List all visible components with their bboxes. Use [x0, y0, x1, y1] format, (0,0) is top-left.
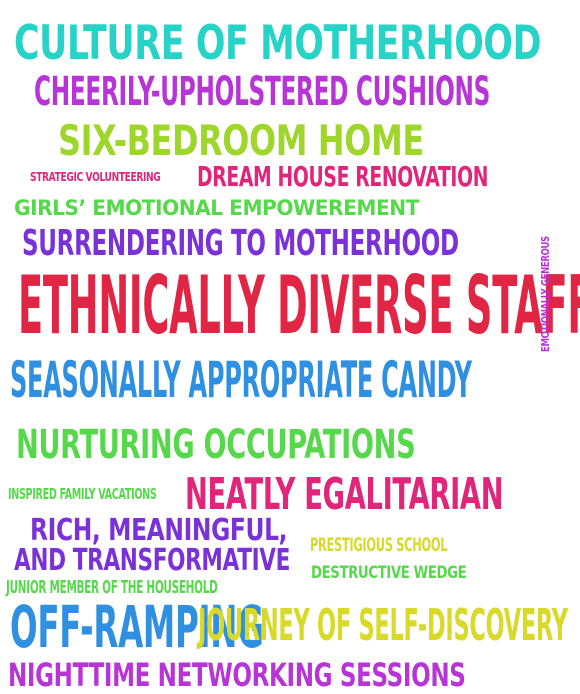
word-neatly-egalitarian: Neatly Egalitarian	[185, 469, 504, 520]
word-culture-of-motherhood: Culture of Motherhood	[14, 16, 542, 71]
word-surrendering-to-motherhood: Surrendering to Motherhood	[22, 223, 459, 264]
word-girls-emotional-empowerement: Girls’ Emotional Empowerement	[14, 196, 419, 220]
word-emotionally-generous: Emotionally Generous	[539, 236, 552, 352]
word-journey-of-self-discovery: Journey of Self-Discovery	[198, 600, 568, 651]
word-dream-house-renovation: Dream House Renovation	[197, 160, 489, 193]
word-ethnically-diverse-staff: Ethnically Diverse Staff	[18, 259, 580, 352]
word-nurturing-occupations: Nurturing Occupations	[16, 422, 416, 468]
word-nighttime-networking-sessions: Nighttime Networking Sessions	[8, 656, 466, 694]
word-inspired-family-vacations: Inspired Family Vacations	[8, 485, 157, 503]
word-six-bedroom-home: Six-Bedroom Home	[58, 116, 424, 165]
word-off-ramping: Off-Ramping	[10, 593, 264, 661]
word-junior-member-of-the-household: Junior Member of the Household	[6, 577, 218, 598]
word-and-transformative: and Transformative	[14, 543, 291, 578]
word-destructive-wedge: Destructive Wedge	[311, 563, 467, 583]
word-seasonally-appropriate-candy: Seasonally Appropriate Candy	[10, 351, 472, 409]
word-prestigious-school: Prestigious School	[310, 534, 448, 556]
word-strategic-volunteering: Strategic Volunteering	[30, 170, 161, 184]
word-cheerily-upholstered-cushions: Cheerily-Upholstered Cushions	[34, 69, 491, 115]
word-rich-meaningful: Rich, Meaningful,	[30, 513, 288, 548]
